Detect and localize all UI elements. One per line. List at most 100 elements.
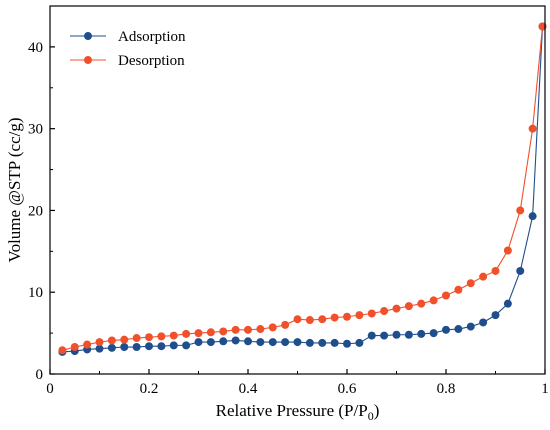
y-tick-label: 40 xyxy=(28,40,43,56)
desorption-point xyxy=(491,266,500,275)
desorption-point xyxy=(169,331,178,340)
adsorption-point xyxy=(491,311,500,320)
adsorption-point xyxy=(206,338,215,347)
desorption-point xyxy=(157,332,166,341)
adsorption-point xyxy=(479,318,488,327)
adsorption-point xyxy=(404,330,413,339)
legend-label: Desorption xyxy=(118,53,185,69)
x-tick-label: 0.4 xyxy=(239,381,258,397)
adsorption-point xyxy=(194,338,203,347)
desorption-point xyxy=(293,315,302,324)
y-tick-label: 30 xyxy=(28,122,43,138)
adsorption-point xyxy=(417,329,426,338)
legend-marker xyxy=(84,32,92,40)
desorption-line xyxy=(62,26,544,351)
adsorption-point xyxy=(231,336,240,345)
adsorption-point xyxy=(293,338,302,347)
desorption-point xyxy=(318,315,327,324)
desorption-point xyxy=(58,346,67,355)
adsorption-point xyxy=(355,338,364,347)
adsorption-point xyxy=(244,337,252,346)
adsorption-line xyxy=(62,26,544,353)
adsorption-point xyxy=(318,338,327,347)
y-tick-label: 0 xyxy=(36,367,44,383)
desorption-point xyxy=(132,334,141,343)
y-axis-title: Volume @STP (cc/g) xyxy=(5,117,24,262)
desorption-point xyxy=(145,333,153,342)
adsorption-point xyxy=(442,325,450,334)
desorption-point xyxy=(404,302,413,311)
legend-item-desorption: Desorption xyxy=(70,53,185,69)
desorption-point xyxy=(95,338,104,347)
desorption-point xyxy=(528,124,537,133)
adsorption-point xyxy=(182,341,191,350)
x-axis-title-subscript: 0 xyxy=(368,409,374,423)
adsorption-point xyxy=(503,299,512,308)
x-tick-label: 0.8 xyxy=(437,381,456,397)
legend-marker xyxy=(84,56,92,64)
desorption-point xyxy=(330,313,339,322)
legend-label: Adsorption xyxy=(118,29,186,45)
desorption-point xyxy=(516,206,525,215)
desorption-point xyxy=(256,325,265,334)
adsorption-point xyxy=(145,342,153,351)
desorption-point xyxy=(367,309,376,318)
adsorption-point xyxy=(219,337,228,346)
legend: Adsorption Desorption xyxy=(70,29,186,69)
desorption-point xyxy=(70,343,79,352)
adsorption-point xyxy=(380,331,389,340)
desorption-point xyxy=(219,327,228,336)
x-tick-label: 1 xyxy=(541,381,549,397)
desorption-point xyxy=(417,299,426,308)
series-desorption xyxy=(58,22,547,355)
desorption-point xyxy=(429,296,438,305)
adsorption-point xyxy=(169,341,178,350)
adsorption-point xyxy=(157,342,166,351)
adsorption-point xyxy=(107,343,116,352)
desorption-point xyxy=(244,325,252,334)
desorption-point xyxy=(83,340,92,349)
x-tick-label: 0.2 xyxy=(140,381,159,397)
desorption-point xyxy=(503,246,512,255)
desorption-point xyxy=(343,312,351,321)
x-tick-label: 0 xyxy=(46,381,54,397)
series-layer xyxy=(58,22,547,356)
desorption-point xyxy=(107,336,116,345)
desorption-point xyxy=(355,311,364,320)
adsorption-point xyxy=(367,331,376,340)
adsorption-point xyxy=(281,338,290,347)
desorption-point xyxy=(120,335,129,344)
desorption-point xyxy=(454,285,463,294)
series-adsorption xyxy=(58,22,547,356)
adsorption-point xyxy=(454,325,463,334)
adsorption-point xyxy=(256,338,265,347)
adsorption-point xyxy=(516,266,525,275)
adsorption-point xyxy=(95,344,104,353)
x-axis-title: Relative Pressure (P/P0) xyxy=(216,401,380,423)
adsorption-point xyxy=(528,212,537,221)
adsorption-point xyxy=(120,343,129,352)
y-tick-label: 10 xyxy=(28,285,43,301)
desorption-point xyxy=(231,325,240,334)
x-tick-label: 0.6 xyxy=(338,381,357,397)
adsorption-point xyxy=(466,322,475,331)
desorption-point xyxy=(442,291,450,300)
adsorption-point xyxy=(392,330,401,339)
adsorption-point xyxy=(132,343,141,352)
y-tick-label: 20 xyxy=(28,203,43,219)
desorption-point xyxy=(182,329,191,338)
desorption-point xyxy=(380,307,389,316)
desorption-point xyxy=(206,328,215,337)
adsorption-point xyxy=(343,339,351,348)
adsorption-point xyxy=(330,338,339,347)
desorption-point xyxy=(305,316,314,325)
desorption-point xyxy=(281,320,290,329)
desorption-point xyxy=(268,323,277,332)
adsorption-point xyxy=(305,338,314,347)
desorption-point xyxy=(479,272,488,281)
desorption-point xyxy=(466,279,475,288)
desorption-point xyxy=(392,304,401,313)
desorption-point xyxy=(194,329,203,338)
